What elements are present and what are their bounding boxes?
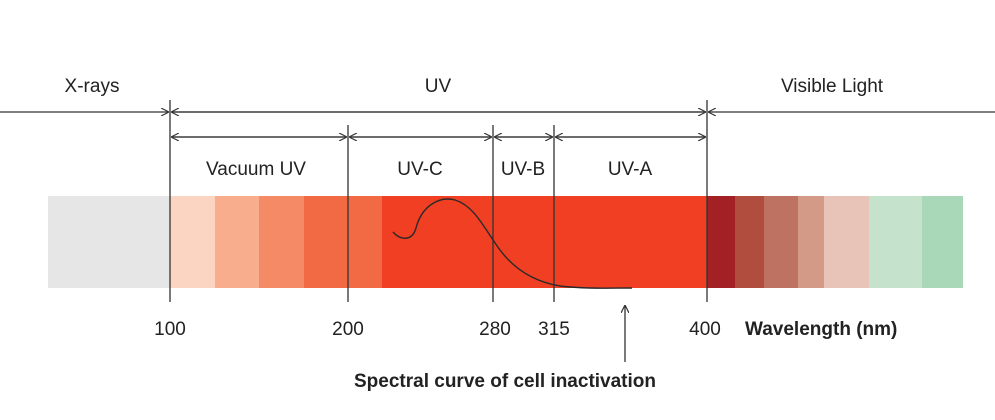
- spectrum-segment: [869, 196, 922, 288]
- axis-label: Wavelength (nm): [745, 319, 897, 340]
- spectrum-bar: [48, 196, 963, 288]
- tick-280: 280: [479, 319, 511, 340]
- spectrum-segment: [382, 196, 707, 288]
- spectrum-segment: [764, 196, 798, 288]
- tick-315: 315: [538, 319, 570, 340]
- label-uvb: UV-B: [501, 159, 545, 180]
- spectrum-segment: [707, 196, 735, 288]
- spectrum-segment: [170, 196, 215, 288]
- spectrum-segment: [48, 196, 170, 288]
- label-uva: UV-A: [608, 159, 653, 180]
- caption: Spectral curve of cell inactivation: [354, 371, 656, 392]
- tick-400: 400: [689, 319, 721, 340]
- label-visible: Visible Light: [781, 76, 884, 97]
- label-uvc: UV-C: [397, 159, 442, 180]
- spectrum-segment: [215, 196, 259, 288]
- label-uv: UV: [425, 76, 452, 97]
- inactivation-curve: [392, 198, 633, 289]
- tick-100: 100: [154, 319, 186, 340]
- spectrum-segment: [259, 196, 304, 288]
- spectrum-segment: [922, 196, 963, 288]
- label-vacuum-uv: Vacuum UV: [206, 159, 306, 180]
- spectrum-segment: [304, 196, 382, 288]
- tick-200: 200: [332, 319, 364, 340]
- spectrum-segment: [735, 196, 764, 288]
- label-xrays: X-rays: [65, 76, 120, 97]
- spectrum-segment: [798, 196, 824, 288]
- spectrum-segment: [824, 196, 869, 288]
